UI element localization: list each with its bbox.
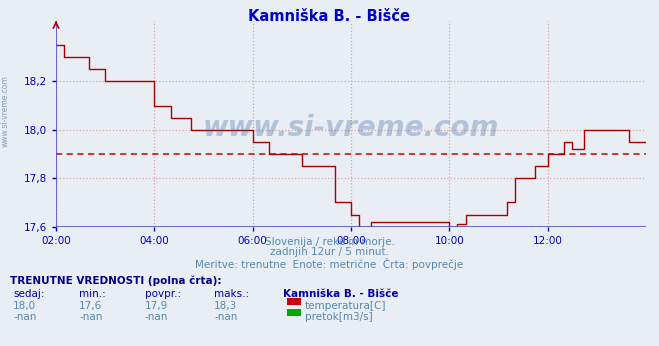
Text: Meritve: trenutne  Enote: metrične  Črta: povprečje: Meritve: trenutne Enote: metrične Črta: … bbox=[195, 258, 464, 270]
Text: -nan: -nan bbox=[79, 312, 102, 322]
Text: 18,3: 18,3 bbox=[214, 301, 237, 311]
Text: -nan: -nan bbox=[13, 312, 36, 322]
Text: 17,6: 17,6 bbox=[79, 301, 102, 311]
Text: www.si-vreme.com: www.si-vreme.com bbox=[1, 75, 10, 147]
Text: povpr.:: povpr.: bbox=[145, 289, 181, 299]
Text: maks.:: maks.: bbox=[214, 289, 249, 299]
Text: -nan: -nan bbox=[145, 312, 168, 322]
Text: temperatura[C]: temperatura[C] bbox=[305, 301, 387, 311]
Text: Slovenija / reke in morje.: Slovenija / reke in morje. bbox=[264, 237, 395, 247]
Text: zadnjih 12ur / 5 minut.: zadnjih 12ur / 5 minut. bbox=[270, 247, 389, 257]
Text: -nan: -nan bbox=[214, 312, 237, 322]
Text: www.si-vreme.com: www.si-vreme.com bbox=[203, 114, 499, 142]
Text: 18,0: 18,0 bbox=[13, 301, 36, 311]
Text: Kamniška B. - Bišče: Kamniška B. - Bišče bbox=[283, 289, 399, 299]
Text: 17,9: 17,9 bbox=[145, 301, 168, 311]
Text: sedaj:: sedaj: bbox=[13, 289, 45, 299]
Text: Kamniška B. - Bišče: Kamniška B. - Bišče bbox=[248, 9, 411, 24]
Text: pretok[m3/s]: pretok[m3/s] bbox=[305, 312, 373, 322]
Text: TRENUTNE VREDNOSTI (polna črta):: TRENUTNE VREDNOSTI (polna črta): bbox=[10, 275, 221, 285]
Text: min.:: min.: bbox=[79, 289, 106, 299]
